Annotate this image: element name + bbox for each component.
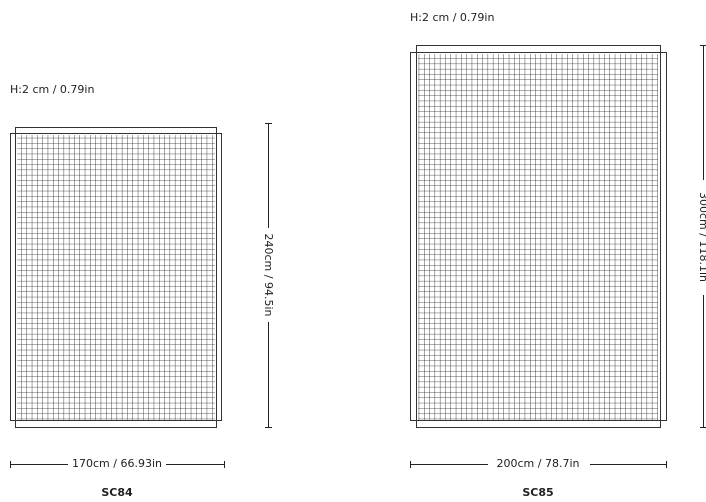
rug-grid — [418, 54, 658, 420]
width-label: 200cm / 78.7in — [497, 457, 580, 470]
rug-grid — [17, 135, 215, 420]
length-dimension — [700, 45, 706, 428]
rug-frame — [10, 133, 222, 421]
length-dimension — [265, 123, 272, 428]
height-label: H:2 cm / 0.79in — [410, 11, 494, 24]
rug-frame — [416, 45, 661, 428]
width-label: 170cm / 66.93in — [72, 457, 162, 470]
rug-frame — [15, 127, 217, 428]
product-name: SC85 — [522, 486, 553, 499]
rug-sc85 — [410, 45, 667, 428]
width-dimension — [10, 461, 225, 468]
rug-sc84 — [10, 127, 222, 428]
rug-frame — [410, 52, 667, 421]
height-label: H:2 cm / 0.79in — [10, 83, 94, 96]
length-label: 300cm / 118.1in — [697, 192, 706, 282]
product-name: SC84 — [101, 486, 133, 499]
width-dimension — [410, 461, 667, 468]
length-label: 240cm / 94.5in — [262, 234, 275, 317]
